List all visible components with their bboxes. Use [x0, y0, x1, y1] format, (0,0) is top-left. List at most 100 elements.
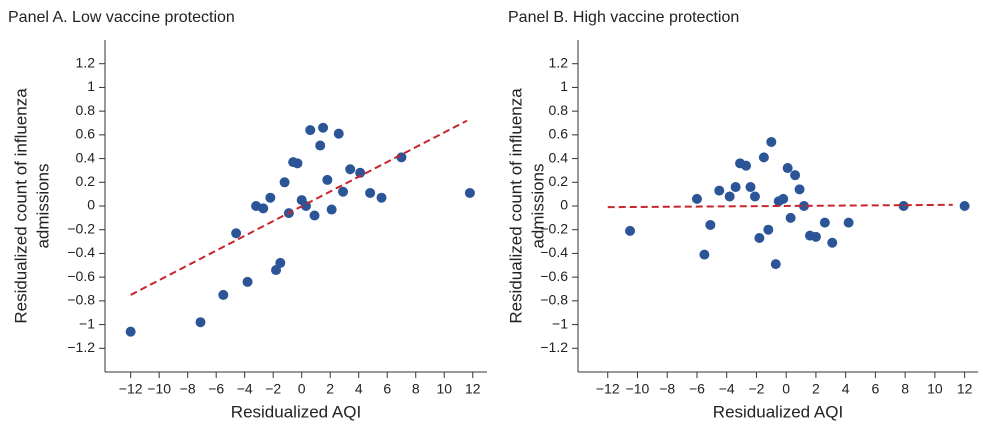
x-tick-label: 2: [326, 381, 334, 397]
point: [705, 219, 716, 230]
y-tick-label: 0.2: [549, 173, 569, 189]
point: [231, 228, 242, 239]
point: [790, 170, 801, 181]
x-tick-label: 8: [901, 381, 909, 397]
y-tick-label: −1: [552, 315, 568, 331]
x-tick-label: 12: [957, 381, 973, 397]
x-tick-label: 2: [812, 381, 820, 397]
x-tick-label: 10: [927, 381, 943, 397]
y-tick-label: 0.6: [549, 126, 569, 142]
point: [318, 122, 329, 133]
y-tick-label: −0.4: [67, 244, 95, 260]
x-tick-label: 0: [298, 381, 306, 397]
point: [464, 187, 475, 198]
y-tick-label: 1: [87, 78, 95, 94]
point: [959, 201, 970, 211]
point: [819, 217, 830, 228]
point: [898, 201, 909, 211]
y-tick-label: −1: [79, 315, 95, 331]
x-tick-label: −10: [626, 381, 650, 397]
point: [699, 249, 710, 260]
point: [843, 217, 854, 228]
point: [714, 185, 725, 196]
y-tick-label: 1.2: [76, 54, 96, 70]
point: [315, 140, 326, 151]
point: [376, 192, 387, 203]
x-tick-label: −6: [208, 381, 224, 397]
x-axis-label: Residualized AQI: [231, 402, 361, 421]
point: [355, 167, 366, 178]
panel-title: Panel A. Low vaccine protection: [8, 9, 235, 26]
y-tick-label: 1.2: [549, 54, 569, 70]
point: [333, 128, 344, 139]
y-tick-label: −0.2: [540, 220, 568, 236]
point: [271, 265, 282, 276]
x-tick-label: 6: [871, 381, 879, 397]
point: [625, 225, 636, 236]
x-tick-label: −4: [237, 381, 253, 397]
x-axis-label: Residualized AQI: [713, 402, 843, 421]
y-tick-label: 0.2: [76, 173, 96, 189]
y-axis-label: admissions: [33, 163, 52, 248]
fit-line: [607, 203, 953, 209]
y-tick-label: −0.6: [67, 268, 95, 284]
point: [785, 212, 796, 223]
y-tick-label: 0.8: [76, 102, 96, 118]
y-tick-label: −1.2: [67, 339, 95, 355]
fit-line: [130, 119, 468, 296]
point: [322, 174, 333, 185]
point: [778, 193, 789, 204]
point: [749, 191, 760, 202]
point: [309, 210, 320, 221]
point: [741, 160, 752, 171]
x-tick-label: −10: [147, 381, 171, 397]
x-tick-label: 0: [782, 381, 790, 397]
point: [326, 204, 337, 215]
x-tick-label: −12: [596, 381, 620, 397]
point: [745, 182, 756, 193]
point: [782, 163, 793, 174]
y-axis-label: admissions: [528, 163, 547, 248]
point: [794, 184, 805, 195]
y-tick-label: −0.8: [67, 292, 95, 308]
point: [754, 233, 765, 244]
x-tick-label: 4: [842, 381, 850, 397]
point: [770, 259, 781, 270]
point: [810, 231, 821, 242]
point: [265, 192, 276, 203]
x-tick-label: 6: [383, 381, 391, 397]
x-tick-label: 12: [465, 381, 481, 397]
y-tick-label: 0.4: [549, 149, 569, 165]
y-axis-label: Residualized count of influenza: [11, 88, 30, 324]
point: [345, 164, 356, 175]
x-tick-label: −8: [659, 381, 675, 397]
point: [195, 317, 206, 328]
x-tick-label: −6: [689, 381, 705, 397]
x-tick-label: 4: [355, 381, 363, 397]
y-tick-label: −0.4: [540, 244, 568, 260]
x-tick-label: −4: [719, 381, 735, 397]
x-tick-label: −8: [180, 381, 196, 397]
y-tick-label: −0.2: [67, 220, 95, 236]
y-tick-label: 1: [560, 78, 568, 94]
point: [691, 193, 702, 204]
point: [292, 158, 303, 169]
x-tick-label: −2: [748, 381, 764, 397]
x-tick-label: −12: [119, 381, 143, 397]
point: [766, 136, 777, 147]
y-tick-label: 0: [87, 197, 95, 213]
point: [218, 289, 229, 300]
y-tick-label: 0.4: [76, 149, 96, 165]
point: [305, 125, 316, 136]
y-tick-label: −1.2: [540, 339, 568, 355]
point: [125, 326, 136, 337]
x-tick-label: 8: [412, 381, 420, 397]
y-tick-label: 0.6: [76, 126, 96, 142]
point: [338, 186, 349, 197]
x-tick-label: 10: [436, 381, 452, 397]
point: [279, 177, 290, 188]
panel-title: Panel B. High vaccine protection: [508, 9, 739, 26]
point: [724, 191, 735, 202]
y-tick-label: −0.6: [540, 268, 568, 284]
